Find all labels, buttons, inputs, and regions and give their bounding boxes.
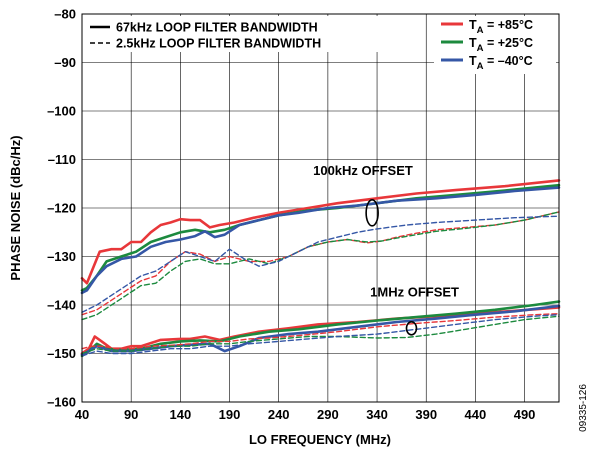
y-tick-label: –160 bbox=[47, 395, 76, 410]
x-tick-label: 290 bbox=[317, 407, 339, 422]
x-tick-label: 490 bbox=[514, 407, 536, 422]
legend-temperature: TA = +85°CTA = +25°CTA = –40°C bbox=[434, 16, 556, 74]
x-tick-label: 190 bbox=[219, 407, 241, 422]
x-axis-label: LO FREQUENCY (MHz) bbox=[249, 432, 391, 447]
series-line-100khz-67khz-2 bbox=[80, 186, 561, 295]
x-tick-label: 140 bbox=[169, 407, 191, 422]
series-group bbox=[80, 179, 561, 358]
offset-markers bbox=[365, 199, 418, 336]
y-tick-label: –80 bbox=[54, 7, 76, 22]
x-tick-label: 390 bbox=[415, 407, 437, 422]
plot-frame bbox=[81, 13, 560, 403]
legend-temp-label: TA = +25°C bbox=[469, 36, 533, 54]
annotation-label: 100kHz OFFSET bbox=[313, 163, 413, 178]
y-tick-label: –100 bbox=[47, 104, 76, 119]
offset-ellipse-100khz bbox=[365, 199, 379, 227]
y-tick-label: –130 bbox=[47, 249, 76, 264]
offset-ellipse-1mhz bbox=[405, 320, 418, 336]
legend-label: 2.5kHz LOOP FILTER BANDWIDTH bbox=[116, 37, 321, 51]
x-tick-label: 240 bbox=[268, 407, 290, 422]
annotations: 100kHz OFFSET 1MHz OFFSET bbox=[313, 163, 459, 299]
series-line-1mhz-2p5khz-10 bbox=[81, 315, 560, 355]
x-tick-label: 90 bbox=[124, 407, 138, 422]
y-tick-labels: –80 –90 –100 –110 –120 –130 –140 –150 –160 bbox=[47, 7, 76, 410]
series-line-100khz-67khz-0 bbox=[80, 179, 561, 285]
y-tick-label: –120 bbox=[47, 201, 76, 216]
x-tick-label: 340 bbox=[366, 407, 388, 422]
x-tick-label: 440 bbox=[465, 407, 487, 422]
y-tick-label: –110 bbox=[48, 152, 76, 167]
y-axis-label: PHASE NOISE (dBc/Hz) bbox=[8, 135, 23, 280]
series-line-100khz-2p5khz-3 bbox=[81, 211, 560, 316]
series-line-1mhz-2p5khz-11 bbox=[81, 314, 560, 357]
legend-temp-label: TA = –40°C bbox=[469, 54, 533, 72]
legend-bandwidth: 67kHz LOOP FILTER BANDWIDTH 2.5kHz LOOP F… bbox=[86, 16, 396, 52]
series-line-100khz-2p5khz-4 bbox=[81, 211, 560, 321]
legend-temp-label: TA = +85°C bbox=[469, 18, 533, 36]
y-tick-label: –150 bbox=[47, 346, 76, 361]
annotation-label: 1MHz OFFSET bbox=[370, 284, 459, 299]
x-tick-label: 40 bbox=[75, 407, 89, 422]
figure-code: 09335-126 bbox=[578, 384, 589, 432]
x-tick-labels: 40 90 140 190 240 290 340 390 440 490 bbox=[75, 407, 536, 422]
series-line-1mhz-2p5khz-9 bbox=[81, 313, 560, 350]
y-tick-label: –140 bbox=[47, 298, 76, 313]
legend-label: 67kHz LOOP FILTER BANDWIDTH bbox=[116, 21, 318, 35]
series-line-100khz-2p5khz-5 bbox=[81, 215, 560, 313]
y-tick-label: –90 bbox=[54, 55, 76, 70]
